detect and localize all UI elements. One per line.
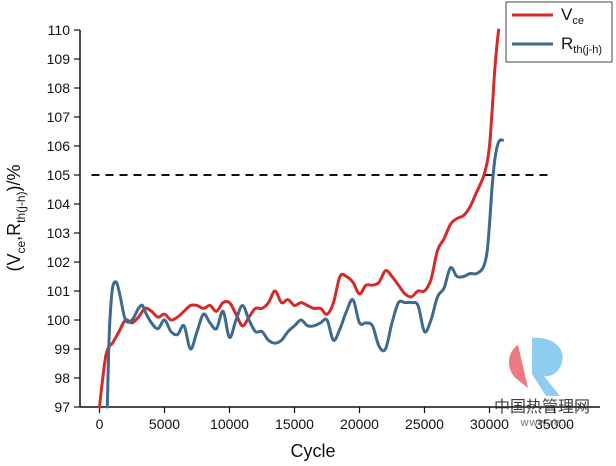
- y-tick-label: 109: [47, 51, 71, 67]
- y-tick-label: 101: [47, 283, 71, 299]
- series-line-vce: [98, 28, 501, 409]
- y-tick-label: 103: [47, 225, 71, 241]
- watermark-site-name: 中国热管理网: [494, 397, 590, 416]
- y-tick-label: 104: [47, 196, 71, 212]
- y-tick-label: 106: [47, 138, 71, 154]
- y-tick-label: 105: [47, 167, 71, 183]
- y-tick-label: 107: [47, 109, 71, 125]
- series-group: [98, 28, 504, 409]
- x-tick-label: 0: [96, 416, 104, 432]
- watermark-logo-blue: [532, 337, 563, 396]
- legend-box: [505, 1, 613, 63]
- series-line-rth: [105, 138, 504, 409]
- legend-label-vce: Vce: [561, 5, 584, 27]
- y-tick-label: 108: [47, 80, 71, 96]
- y-tick-label: 98: [54, 370, 70, 386]
- x-tick-label: 15000: [275, 416, 314, 432]
- x-tick-label: 20000: [340, 416, 379, 432]
- x-tick-label: 35000: [535, 416, 574, 432]
- x-tick-label: 5000: [149, 416, 180, 432]
- y-ticks: 97 98 99 100 101 102 103 104 105 106 107 108 109 110: [47, 22, 80, 415]
- watermark: 中国热管理网 www.re...: [494, 337, 590, 429]
- y-axis-title: (Vce,Rth(j-h))/%: [4, 164, 28, 271]
- y-tick-label: 97: [54, 399, 70, 415]
- y-tick-label: 100: [47, 312, 71, 328]
- legend-label-rth: Rth(j-h): [561, 34, 602, 56]
- x-tick-label: 30000: [470, 416, 509, 432]
- x-axis-title: Cycle: [290, 441, 335, 461]
- x-ticks: 0 5000 10000 15000 20000 25000 30000 35000: [96, 407, 574, 432]
- y-tick-label: 110: [48, 22, 71, 38]
- watermark-logo-red: [509, 345, 528, 388]
- x-tick-label: 25000: [405, 416, 444, 432]
- watermark-url: www.re...: [520, 416, 571, 429]
- y-tick-label: 102: [47, 254, 71, 270]
- legend: Vce Rth(j-h): [505, 1, 613, 63]
- x-tick-label: 10000: [210, 416, 249, 432]
- y-tick-label: 99: [54, 341, 70, 357]
